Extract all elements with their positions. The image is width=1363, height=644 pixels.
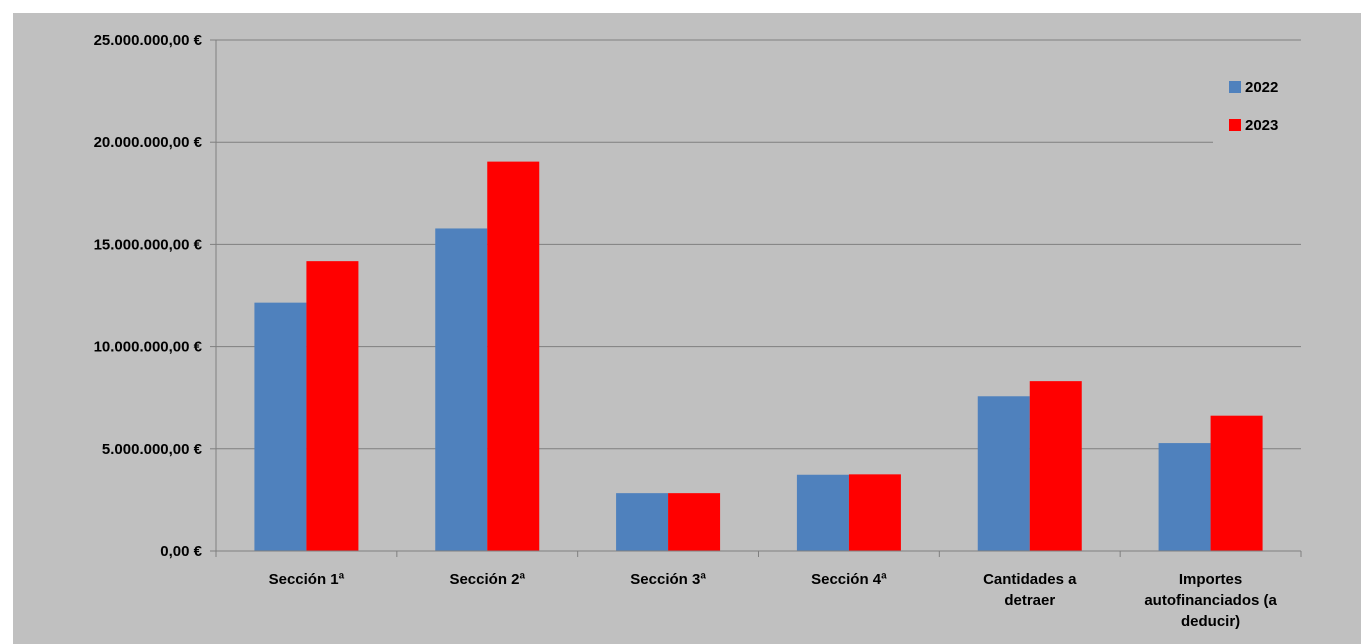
category-label: Sección 1ª — [269, 571, 345, 588]
bar-2022 — [616, 493, 669, 551]
bar-2022 — [796, 474, 849, 551]
legend-swatch-2023 — [1229, 119, 1241, 131]
y-tick-label: 0,00 € — [160, 543, 202, 560]
bar-2022 — [1158, 443, 1211, 551]
category-label-line: autofinanciados (a — [1144, 592, 1277, 609]
category-label: Sección 4ª — [811, 571, 887, 588]
y-tick-label: 10.000.000,00 € — [94, 339, 203, 356]
category-label-line: deducir) — [1181, 613, 1240, 630]
category-label: Importes autofinanciados (a deducir) — [1144, 571, 1277, 630]
y-tick-label: 25.000.000,00 € — [94, 32, 203, 49]
category-label: Cantidades a detraer — [983, 571, 1077, 609]
category-label-line: Importes — [1179, 571, 1242, 588]
y-tick-label: 15.000.000,00 € — [94, 236, 203, 253]
legend-box — [1213, 68, 1303, 146]
category-label-line: Sección 4ª — [811, 571, 887, 588]
category-label-line: Cantidades a — [983, 571, 1077, 588]
bar-2023 — [306, 261, 359, 551]
bar-2023 — [1210, 415, 1263, 551]
bar-2023 — [1029, 381, 1082, 551]
category-label: Sección 2ª — [449, 571, 525, 588]
bar-2022 — [435, 228, 488, 552]
category-label-line: Sección 1ª — [269, 571, 345, 588]
bar-2022 — [977, 396, 1030, 551]
category-label-line: Sección 2ª — [449, 571, 525, 588]
category-label-line: Sección 3ª — [630, 571, 706, 588]
legend-label-2023: 2023 — [1245, 117, 1278, 134]
category-label-line: detraer — [1004, 592, 1055, 609]
legend-label-2022: 2022 — [1245, 79, 1278, 96]
bar-2023 — [848, 474, 901, 551]
y-tick-label: 5.000.000,00 € — [102, 441, 203, 458]
y-tick-label: 20.000.000,00 € — [94, 134, 203, 151]
bar-2022 — [254, 302, 307, 551]
category-label: Sección 3ª — [630, 571, 706, 588]
bar-2023 — [487, 161, 540, 552]
bar-2023 — [668, 493, 721, 551]
legend-swatch-2022 — [1229, 81, 1241, 93]
